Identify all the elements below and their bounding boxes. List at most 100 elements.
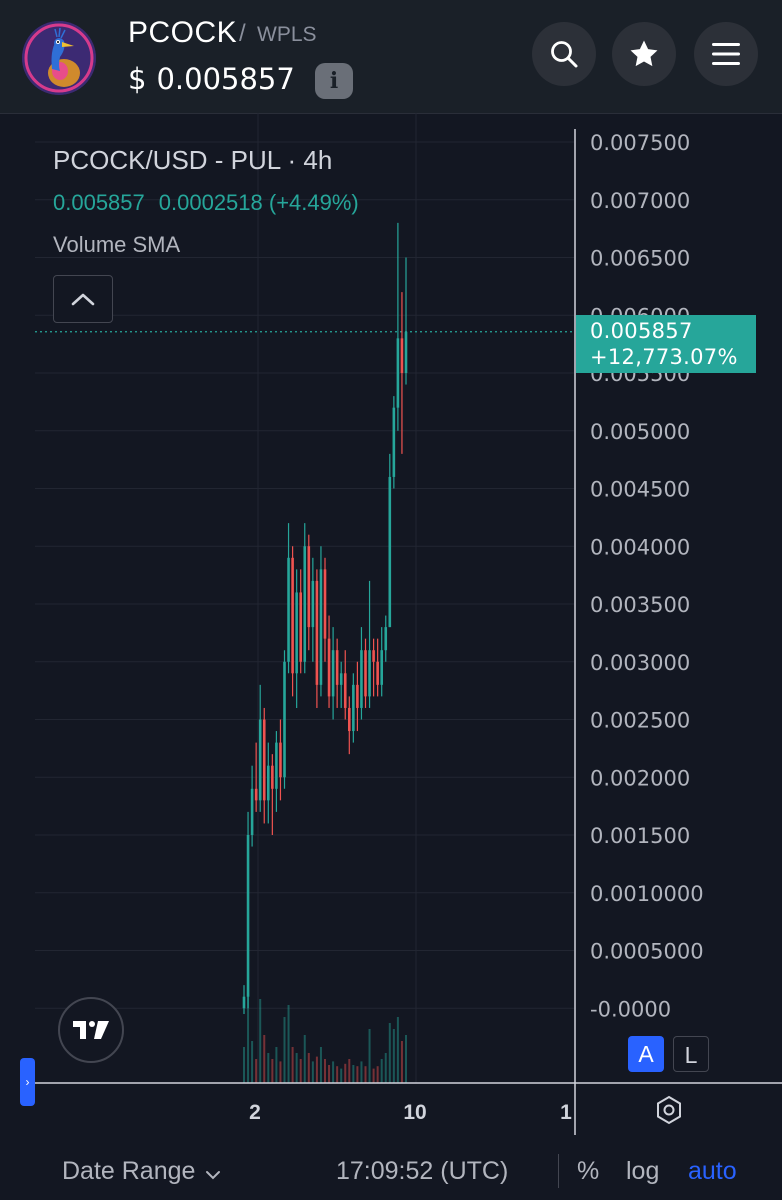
candle-body [279, 742, 282, 778]
legend-change-value: 0.0002518 (+4.49%) [158, 190, 359, 215]
legend-close-value: 0.005857 [53, 190, 145, 215]
volume-bar [348, 1059, 351, 1083]
volume-bar [267, 1053, 270, 1083]
time-axis[interactable]: 2 10 1 [35, 1082, 782, 1124]
time-axis-label: 1 [560, 1101, 572, 1124]
candle-body [372, 650, 375, 662]
candle-body [287, 557, 290, 662]
candle-body [311, 580, 315, 628]
lock-scale-button[interactable]: L [673, 1036, 709, 1072]
candle-body [400, 338, 404, 373]
hexagon-settings-icon [657, 1095, 681, 1125]
legend-volume-indicator[interactable]: Volume SMA [53, 232, 181, 257]
volume-bar [303, 1035, 306, 1083]
date-range-button[interactable]: Date Range [62, 1157, 221, 1187]
candle-body [271, 765, 274, 789]
candle-body [360, 650, 363, 708]
candle-body [254, 788, 258, 801]
candle-body [246, 835, 250, 997]
candle-body [376, 661, 379, 685]
token-avatar[interactable] [22, 21, 96, 95]
volume-bar [344, 1063, 347, 1083]
volume-bar [380, 1059, 383, 1083]
volume-bar [263, 1035, 266, 1083]
candle-body [392, 407, 396, 477]
candle-body [368, 650, 371, 697]
favorite-button[interactable] [612, 22, 676, 86]
volume-bar [279, 1061, 282, 1083]
candle-body [250, 788, 254, 835]
candle-body [343, 673, 347, 708]
price-axis-label: -0.0000 [590, 997, 671, 1021]
info-icon[interactable]: i [315, 63, 353, 99]
utc-clock[interactable]: 17:09:52 (UTC) [336, 1157, 509, 1185]
volume-bar [352, 1065, 355, 1083]
volume-bar [299, 1059, 302, 1083]
volume-bar [384, 1053, 387, 1083]
price-axis-label: 0.004500 [590, 478, 690, 502]
currency-symbol: $ [128, 62, 147, 96]
chart-settings-button[interactable] [652, 1093, 686, 1127]
price-value: 0.005857 [156, 62, 295, 96]
volume-bar [275, 1047, 278, 1083]
last-price-change: +12,773.07% [590, 345, 738, 369]
price-axis-label: 0.003000 [590, 651, 690, 675]
volume-bar [388, 1023, 391, 1083]
volume-bar [251, 1041, 254, 1083]
expand-sidebar-tab[interactable]: › [20, 1058, 35, 1106]
volume-bar [400, 1041, 403, 1083]
candle-body [388, 476, 392, 628]
menu-button[interactable] [694, 22, 758, 86]
pair-quote[interactable]: WPLS [257, 23, 317, 46]
volume-bar [368, 1029, 371, 1083]
volume-bars [243, 993, 407, 1083]
search-icon [551, 41, 578, 68]
toolbar-divider [558, 1154, 559, 1188]
price-axis[interactable]: 0.0075000.0070000.0065000.0060000.005500… [574, 129, 704, 1135]
candle-body [258, 719, 262, 801]
volume-bar [243, 1047, 245, 1083]
volume-bar [247, 993, 250, 1083]
volume-bar [324, 1059, 326, 1083]
peacock-logo-icon [22, 21, 96, 95]
volume-bar [283, 1017, 286, 1083]
candle-body [262, 719, 266, 801]
current-price: $0.005857 [128, 62, 295, 96]
candle-body [267, 765, 270, 801]
hamburger-menu-icon [712, 43, 740, 65]
candle-body [396, 338, 400, 408]
candle-body [319, 569, 323, 685]
price-axis-label: 0.007000 [590, 189, 690, 213]
candle-body [364, 650, 367, 697]
price-axis-label: 0.0010000 [590, 882, 704, 906]
volume-bar [291, 1047, 294, 1083]
candle-body [327, 638, 331, 697]
last-price-label: 0.005857 +12,773.07% [576, 315, 756, 373]
candle-body [275, 742, 278, 789]
last-price-value: 0.005857 [590, 319, 693, 343]
auto-scale-button[interactable]: A [628, 1036, 664, 1072]
chart-legend-values: 0.005857 0.0002518 (+4.49%) [53, 190, 373, 216]
volume-bar [259, 999, 262, 1083]
candle-body [303, 546, 307, 662]
volume-bar [396, 1017, 399, 1083]
chart-legend-title: PCOCK/USD - PUL · 4h [53, 145, 333, 175]
percent-scale-button[interactable]: % [577, 1157, 600, 1185]
date-range-label: Date Range [62, 1157, 196, 1185]
price-axis-label: 0.0005000 [590, 940, 704, 964]
volume-bar [405, 1035, 407, 1083]
tradingview-logo[interactable] [58, 997, 124, 1063]
candle-body [335, 650, 339, 685]
volume-bar [311, 1061, 314, 1083]
volume-bar [271, 1059, 274, 1083]
price-chart[interactable]: 0.0075000.0070000.0065000.0060000.005500… [0, 113, 782, 1140]
auto-scale-toggle[interactable]: auto [688, 1157, 737, 1185]
candle-body [348, 707, 351, 732]
log-scale-button[interactable]: log [626, 1157, 660, 1185]
volume-bar [307, 1053, 310, 1083]
collapse-legend-button[interactable] [53, 275, 113, 323]
volume-bar [315, 1056, 318, 1083]
search-button[interactable] [532, 22, 596, 86]
header-bar: PCOCK / WPLS $0.005857 i [0, 0, 782, 114]
volume-bar [340, 1068, 343, 1083]
